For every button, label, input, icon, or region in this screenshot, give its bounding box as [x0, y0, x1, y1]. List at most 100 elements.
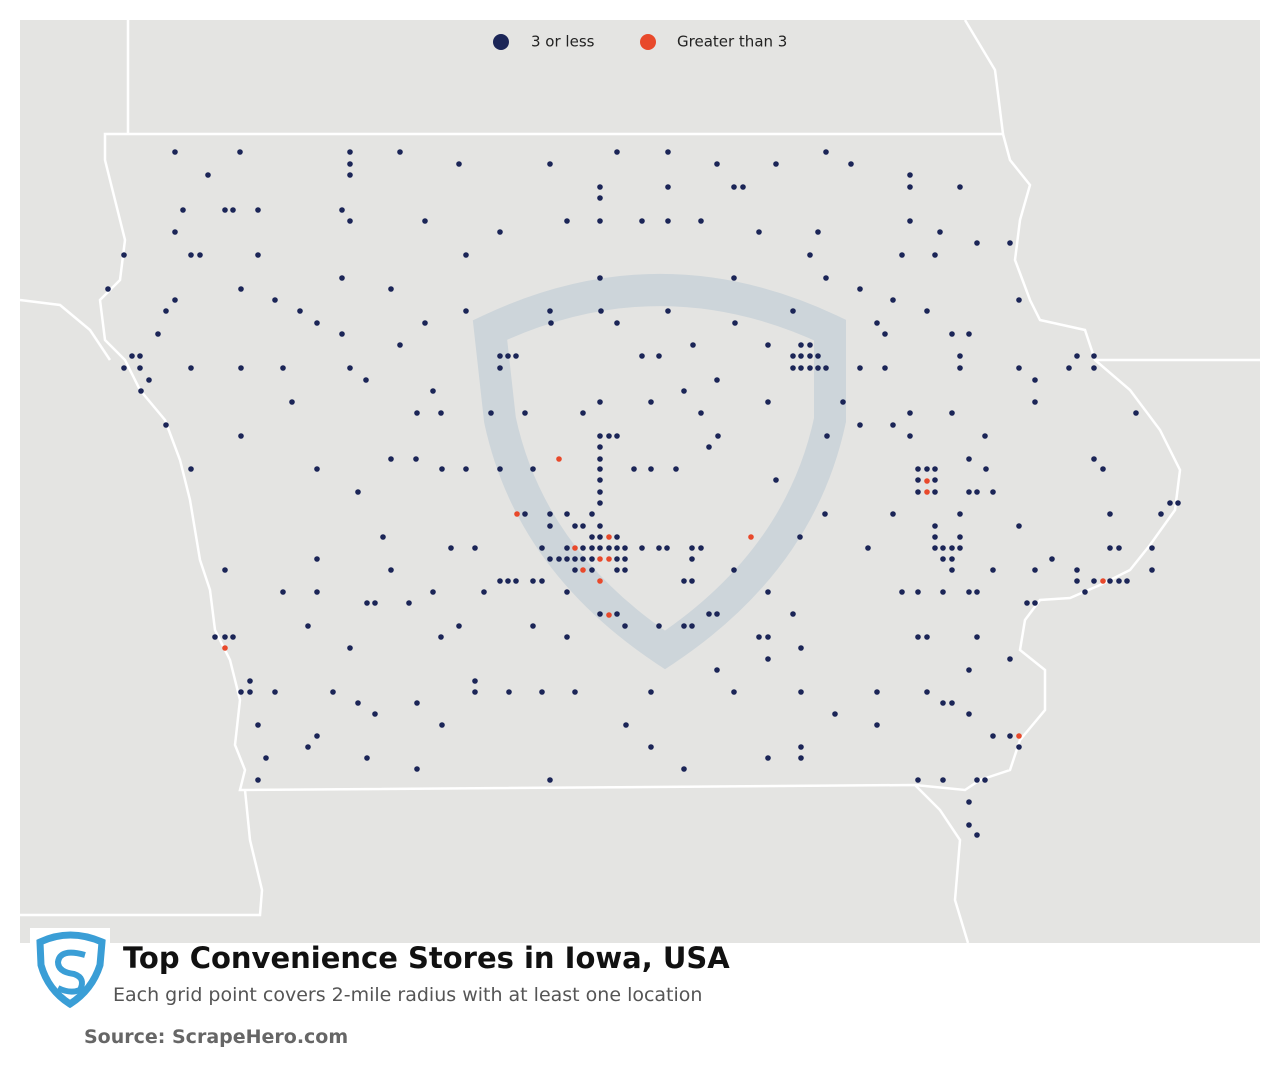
location-dot [1091, 578, 1097, 584]
location-dot [698, 545, 704, 551]
location-dot [238, 286, 244, 292]
location-dot [648, 744, 654, 750]
location-dot [890, 297, 896, 303]
location-dot [957, 534, 963, 540]
location-dot [597, 489, 603, 495]
location-dot [882, 331, 888, 337]
location-dot [874, 722, 880, 728]
location-dot [773, 161, 779, 167]
location-dot [974, 240, 980, 246]
location-dot [614, 149, 620, 155]
map-background [20, 20, 1260, 943]
location-dot [915, 589, 921, 595]
location-dot [155, 331, 161, 337]
location-dot [1016, 297, 1022, 303]
location-dot [597, 611, 603, 617]
location-dot [639, 353, 645, 359]
location-dot [597, 195, 603, 201]
location-dot [163, 308, 169, 314]
location-dot [347, 172, 353, 178]
location-dot [614, 433, 620, 439]
location-dot [681, 388, 687, 394]
location-dot [882, 365, 888, 371]
location-dot [949, 331, 955, 337]
location-dot [622, 545, 628, 551]
location-dot [915, 634, 921, 640]
location-dot [497, 578, 503, 584]
location-dot [915, 466, 921, 472]
location-dot [347, 365, 353, 371]
location-dot [1007, 733, 1013, 739]
location-dot [798, 353, 804, 359]
location-dot [430, 388, 436, 394]
location-dot [497, 365, 503, 371]
location-dot [797, 534, 803, 540]
location-dot [731, 567, 737, 573]
location-dot [773, 477, 779, 483]
location-dot-hot [597, 556, 603, 562]
location-dot [798, 744, 804, 750]
location-dot [639, 545, 645, 551]
location-dot [974, 634, 980, 640]
location-dot [597, 523, 603, 529]
location-dot [388, 567, 394, 573]
location-dot [314, 733, 320, 739]
location-dot [572, 556, 578, 562]
location-dot [397, 149, 403, 155]
location-dot [648, 466, 654, 472]
location-dot [1032, 377, 1038, 383]
location-dot [915, 489, 921, 495]
location-dot [957, 545, 963, 551]
location-dot [414, 410, 420, 416]
legend-marker [640, 34, 656, 50]
location-dot [1016, 744, 1022, 750]
location-dot [606, 545, 612, 551]
location-dot [932, 477, 938, 483]
location-dot [137, 365, 143, 371]
location-dot [330, 689, 336, 695]
location-dot [314, 556, 320, 562]
location-dot [614, 545, 620, 551]
location-dot [1016, 523, 1022, 529]
location-dot [715, 433, 721, 439]
location-dot [765, 399, 771, 405]
location-dot [163, 422, 169, 428]
location-dot [1091, 365, 1097, 371]
location-dot [1107, 511, 1113, 517]
location-dot [790, 611, 796, 617]
location-dot [614, 320, 620, 326]
location-dot [1016, 365, 1022, 371]
location-dot [937, 229, 943, 235]
location-dot [564, 545, 570, 551]
location-dot [957, 511, 963, 517]
location-dot [731, 184, 737, 190]
legend-marker [493, 34, 509, 50]
location-dot [656, 623, 662, 629]
location-dot [940, 589, 946, 595]
watermark [472, 274, 846, 670]
location-dot [957, 184, 963, 190]
location-dot [481, 589, 487, 595]
location-dot [1124, 578, 1130, 584]
location-dot [924, 466, 930, 472]
location-dot [765, 656, 771, 662]
location-dot [212, 634, 218, 640]
location-dot [172, 297, 178, 303]
location-dot-hot [580, 567, 586, 573]
location-dot [580, 410, 586, 416]
location-dot [255, 722, 261, 728]
location-dot [172, 149, 178, 155]
location-dot [314, 320, 320, 326]
location-dot [815, 229, 821, 235]
location-dot [355, 700, 361, 706]
location-dot [1149, 567, 1155, 573]
location-dot [940, 777, 946, 783]
location-dot [506, 689, 512, 695]
location-dot [982, 777, 988, 783]
location-dot [974, 832, 980, 838]
location-dot [339, 275, 345, 281]
location-dot [924, 308, 930, 314]
location-dot [230, 634, 236, 640]
location-dot [798, 645, 804, 651]
location-dot [539, 689, 545, 695]
